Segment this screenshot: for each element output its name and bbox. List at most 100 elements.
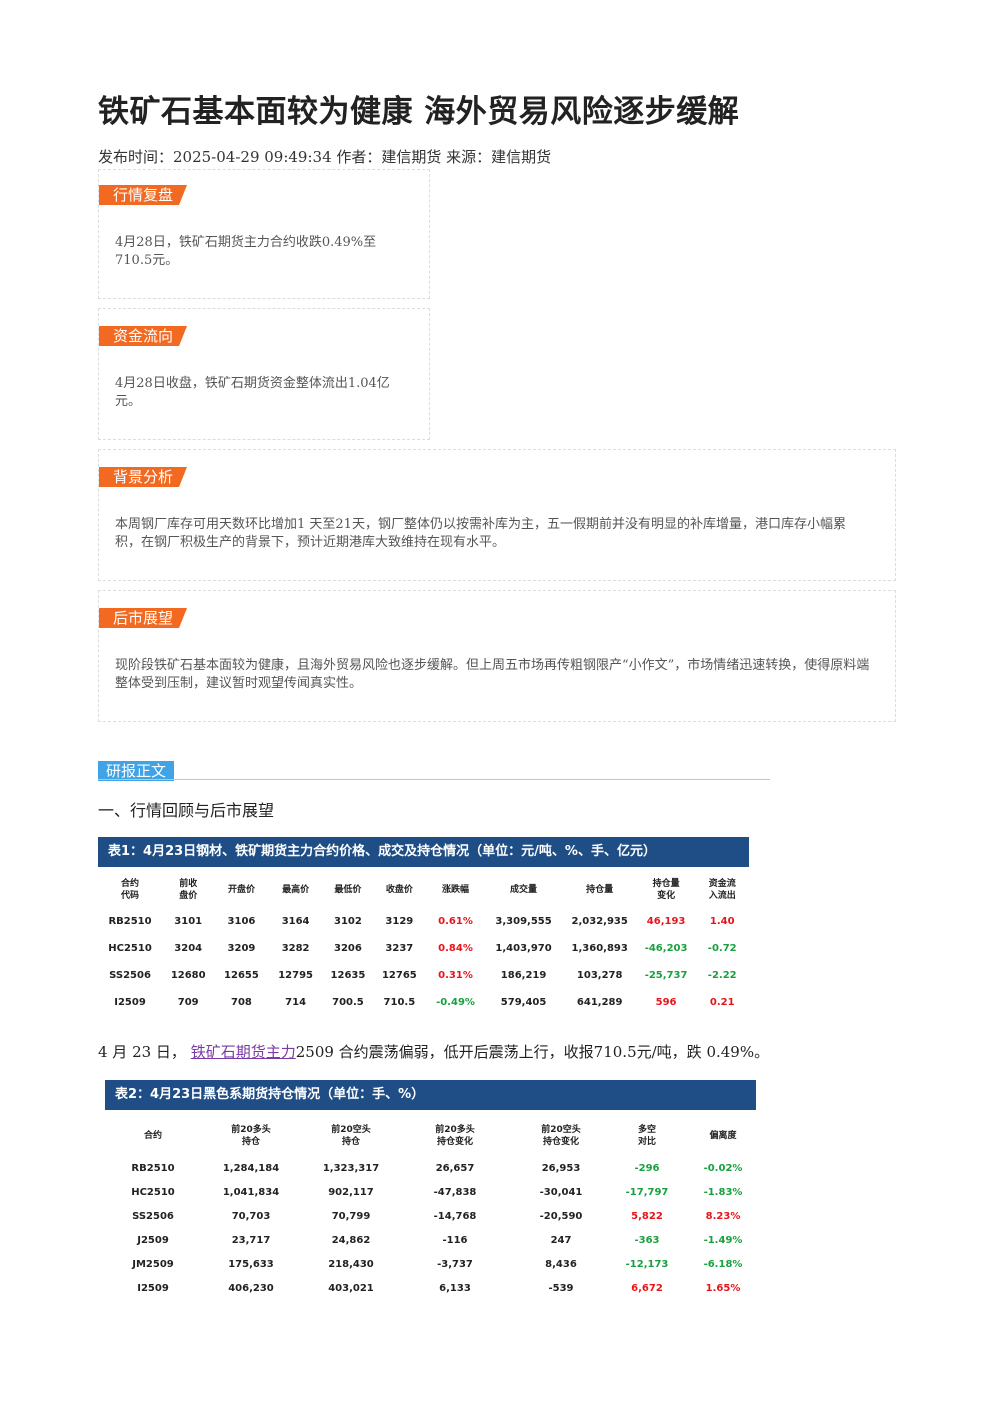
table1-cell: 3,309,555 [495, 916, 552, 927]
table1-col-header: 持仓量 变化 [652, 879, 680, 901]
table2-row: I2509 406,230 403,021 6,133 -539 6,672 1.65% [105, 1276, 765, 1300]
outlook-text: 现阶段铁矿石基本面较为健康，且海外贸易风险也逐步缓解。但上周五市场再传粗钢限产“… [115, 658, 870, 691]
table2-cell: 403,021 [328, 1282, 374, 1294]
table1-cell: 12765 [381, 970, 417, 981]
table1-cell: 3106 [227, 916, 256, 927]
table1-cell: 0.84% [438, 943, 473, 954]
table2-cell: I2509 [137, 1282, 169, 1294]
table2-cell: 70,703 [231, 1210, 271, 1222]
table2-row: J2509 23,717 24,862 -116 247 -363 -1.49% [105, 1228, 765, 1252]
table2-cell: 406,230 [228, 1282, 274, 1294]
fund-flow-tag: 资金流向 [99, 326, 187, 346]
table2-col-header: 前20多头 持仓 [231, 1125, 271, 1147]
table2-cell: 902,117 [328, 1186, 374, 1198]
article-title: 铁矿石基本面较为健康 海外贸易风险逐步缓解 [98, 94, 740, 130]
table1: 合约 代码 前收 盘价 开盘价 最高价 最低价 收盘价 涨跌幅 成交量 持仓量 持仓量 变化 资金流… [98, 872, 750, 1016]
fund-flow-text: 4月28日收盘，铁矿石期货资金整体流出1.04亿元。 [115, 376, 390, 409]
section-heading: 一、行情回顾与后市展望 [98, 801, 275, 820]
table2-cell: RB2510 [131, 1162, 175, 1174]
table1-row: RB2510 3101 3106 3164 3102 3129 0.61% 3,309,555… [98, 908, 750, 935]
table2-cell: 26,953 [541, 1162, 581, 1174]
table1-col-header: 前收 盘价 [179, 879, 198, 901]
table1-row: I2509 709 708 714 700.5 710.5 -0.49% 579,405 641… [98, 989, 750, 1016]
iron-ore-futures-link[interactable]: 铁矿石期货主力 [190, 1043, 296, 1061]
background-text: 本周钢厂库存可用天数环比增加1 天至21天，钢厂整体仍以按需补库为主，五一假期前… [115, 517, 846, 550]
table1-cell: 3237 [385, 943, 414, 954]
table1-cell: 3282 [281, 943, 310, 954]
table1-cell: 714 [285, 997, 307, 1008]
table1-cell: 596 [655, 997, 677, 1008]
table2-cell: 218,430 [328, 1258, 374, 1270]
table1-cell: 3164 [281, 916, 310, 927]
table2-cell: 6,133 [439, 1282, 471, 1294]
table2-cell: -0.02% [703, 1162, 743, 1174]
table1-cell: 2,032,935 [571, 916, 628, 927]
table2-cell: SS2506 [132, 1210, 174, 1222]
table2-cell: J2509 [137, 1234, 169, 1246]
table2-cell: 175,633 [228, 1258, 274, 1270]
fund-flow-box: 资金流向 4月28日收盘，铁矿石期货资金整体流出1.04亿元。 [98, 308, 430, 440]
table1-cell: HC2510 [108, 943, 152, 954]
table1-cell: 12655 [224, 970, 259, 981]
table2-cell: -47,838 [433, 1186, 477, 1198]
table1-cell: 708 [231, 997, 252, 1008]
table2-title: 表2：4月23日黑色系期货持仓情况（单位：手、%） [105, 1080, 756, 1110]
table1-col-header: 收盘价 [385, 885, 413, 895]
table1-cell: 579,405 [500, 997, 547, 1008]
table1-cell: 3102 [334, 916, 362, 927]
report-body-tab: 研报正文 [98, 761, 175, 781]
table1-col-header: 资金流 入流出 [708, 879, 736, 901]
table2-cell: -296 [634, 1162, 660, 1174]
table2-cell: 1.65% [705, 1282, 741, 1294]
table1-cell: 46,193 [646, 916, 686, 927]
table1-cell: 3206 [334, 943, 362, 954]
table1-cell: I2509 [114, 997, 146, 1008]
table2-cell: 247 [550, 1234, 572, 1246]
table2-cell: 5,822 [631, 1210, 663, 1222]
table1-row: SS2506 12680 12655 12795 12635 12765 0.31% 186,… [98, 962, 750, 989]
summary-paragraph: 4 月 23 日， 铁矿石期货主力2509 合约震荡偏弱，低开后震荡上行，收报7… [98, 1041, 769, 1062]
table1-cell: -0.72 [707, 943, 737, 954]
table2-col-header: 前20多头 持仓变化 [435, 1125, 475, 1147]
article-meta: 发布时间：2025-04-29 09:49:34 作者：建信期货 来源：建信期货 [98, 148, 552, 166]
table2-col-header: 多空 对比 [637, 1125, 656, 1147]
table2-col-header: 前20空头 持仓变化 [541, 1125, 581, 1147]
table2-cell: -363 [634, 1234, 660, 1246]
table2-cell: -12,173 [625, 1258, 669, 1270]
table2-cell: -116 [442, 1234, 468, 1246]
outlook-tag: 后市展望 [99, 608, 187, 628]
table2-cell: JM2509 [132, 1258, 174, 1270]
table1-cell: 3209 [227, 943, 256, 954]
background-box: 背景分析 本周钢厂库存可用天数环比增加1 天至21天，钢厂整体仍以按需补库为主，… [98, 449, 896, 581]
table1-cell: 0.61% [438, 916, 473, 927]
table1-header-row: 合约 代码 前收 盘价 开盘价 最高价 最低价 收盘价 涨跌幅 成交量 持仓量 持仓量 变化 资金流… [98, 872, 750, 908]
table2-cell: -6.18% [703, 1258, 743, 1270]
table1-cell: 186,219 [500, 970, 547, 981]
table1-cell: 0.31% [438, 970, 473, 981]
table2-col-header: 合约 [143, 1131, 162, 1141]
table2-cell: 6,672 [631, 1282, 663, 1294]
table1-col-header: 涨跌幅 [442, 885, 470, 895]
paragraph-suffix: 2509 合约震荡偏弱，低开后震荡上行，收报710.5元/吨，跌 0.49%。 [295, 1043, 770, 1061]
table1-title: 表1：4月23日钢材、铁矿期货主力合约价格、成交及持仓情况（单位：元/吨、%、手… [98, 837, 749, 867]
table2-cell: 70,799 [331, 1210, 371, 1222]
table1-cell: 12795 [278, 970, 313, 981]
table2-header-row: 合约 前20多头 持仓 前20空头 持仓 前20多头 持仓变化 前20空头 持仓变化 多空… [105, 1116, 765, 1156]
table1-cell: 700.5 [332, 997, 364, 1008]
table1-cell: -46,203 [644, 943, 688, 954]
table1-cell: 709 [177, 997, 199, 1008]
table1-col-header: 合约 代码 [121, 879, 140, 901]
table1-cell: 641,289 [576, 997, 623, 1008]
table1-col-header: 成交量 [510, 885, 538, 895]
market-review-box: 行情复盘 4月28日，铁矿石期货主力合约收跌0.49%至710.5元。 [98, 169, 430, 299]
table1-cell: 0.21 [709, 997, 735, 1008]
table1-cell: 1,360,893 [571, 943, 628, 954]
table2-cell: -14,768 [433, 1210, 477, 1222]
table1-cell: SS2506 [109, 970, 151, 981]
table2-cell: -20,590 [539, 1210, 583, 1222]
table2-cell: 1,323,317 [322, 1162, 380, 1174]
table1-col-header: 开盘价 [227, 885, 255, 895]
table2-cell: 26,657 [435, 1162, 475, 1174]
table1-row: HC2510 3204 3209 3282 3206 3237 0.84% 1,403,970… [98, 935, 750, 962]
table2-row: JM2509 175,633 218,430 -3,737 8,436 -12,173 -6… [105, 1252, 765, 1276]
